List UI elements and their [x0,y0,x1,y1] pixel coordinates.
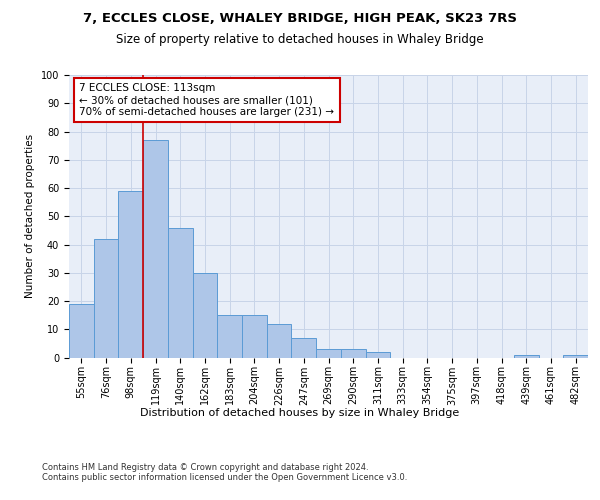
Text: 7, ECCLES CLOSE, WHALEY BRIDGE, HIGH PEAK, SK23 7RS: 7, ECCLES CLOSE, WHALEY BRIDGE, HIGH PEA… [83,12,517,26]
Bar [563,354,588,358]
Bar [94,239,118,358]
Bar [316,349,341,358]
Bar [168,228,193,358]
Bar [242,315,267,358]
Text: Contains HM Land Registry data © Crown copyright and database right 2024.
Contai: Contains HM Land Registry data © Crown c… [42,462,407,482]
Bar [514,354,539,358]
Text: Size of property relative to detached houses in Whaley Bridge: Size of property relative to detached ho… [116,32,484,46]
Text: Distribution of detached houses by size in Whaley Bridge: Distribution of detached houses by size … [140,408,460,418]
Bar [267,324,292,358]
Bar [217,315,242,358]
Bar [365,352,390,358]
Bar [118,191,143,358]
Y-axis label: Number of detached properties: Number of detached properties [25,134,35,298]
Bar [193,273,217,357]
Text: 7 ECCLES CLOSE: 113sqm
← 30% of detached houses are smaller (101)
70% of semi-de: 7 ECCLES CLOSE: 113sqm ← 30% of detached… [79,84,334,116]
Bar [143,140,168,358]
Bar [292,338,316,357]
Bar [69,304,94,358]
Bar [341,349,365,358]
